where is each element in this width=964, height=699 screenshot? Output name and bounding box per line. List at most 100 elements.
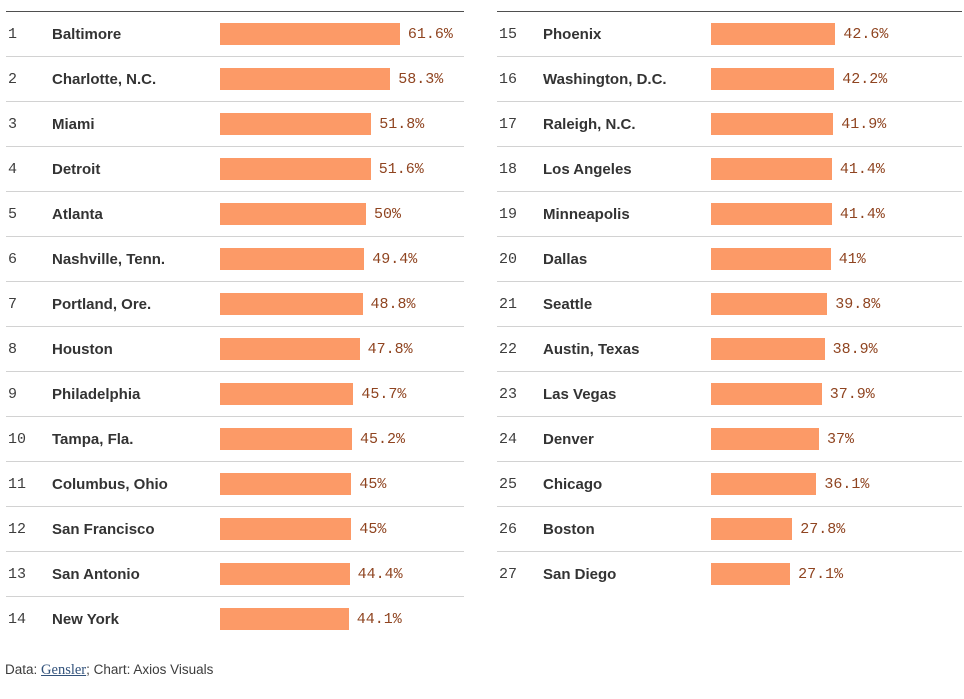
bar-area: 58.3% bbox=[220, 68, 464, 90]
city-label: San Francisco bbox=[52, 520, 155, 538]
rank-label: 3 bbox=[8, 115, 18, 133]
rank-label: 12 bbox=[8, 520, 27, 538]
city-label: Tampa, Fla. bbox=[52, 430, 134, 448]
bar-area: 27.8% bbox=[711, 518, 962, 540]
city-label: Columbus, Ohio bbox=[52, 475, 168, 493]
value-bar bbox=[711, 428, 819, 450]
table-row: 19 Minneapolis 41.4% bbox=[497, 192, 962, 237]
value-label: 27.1% bbox=[798, 565, 844, 583]
table-row: 17 Raleigh, N.C. 41.9% bbox=[497, 102, 962, 147]
city-label: Baltimore bbox=[52, 25, 122, 43]
value-label: 27.8% bbox=[800, 520, 846, 538]
city-label: Phoenix bbox=[543, 25, 602, 43]
bar-area: 48.8% bbox=[220, 293, 464, 315]
value-bar bbox=[220, 383, 354, 405]
table-row: 11 Columbus, Ohio 45% bbox=[6, 462, 464, 507]
value-label: 37% bbox=[827, 430, 855, 448]
rank-label: 21 bbox=[499, 295, 518, 313]
value-bar bbox=[711, 563, 791, 585]
city-label: Atlanta bbox=[52, 205, 103, 223]
value-label: 37.9% bbox=[829, 385, 875, 403]
table-row: 26 Boston 27.8% bbox=[497, 507, 962, 552]
table-row: 24 Denver 37% bbox=[497, 417, 962, 462]
value-bar bbox=[711, 518, 793, 540]
rank-label: 22 bbox=[499, 340, 518, 358]
table-row: 15 Phoenix 42.6% bbox=[497, 12, 962, 57]
city-label: Chicago bbox=[543, 475, 603, 493]
value-bar bbox=[711, 158, 832, 180]
table-row: 16 Washington, D.C. 42.2% bbox=[497, 57, 962, 102]
rank-label: 20 bbox=[499, 250, 518, 268]
table-row: 12 San Francisco 45% bbox=[6, 507, 464, 552]
city-label: Dallas bbox=[543, 250, 588, 268]
city-label: Charlotte, N.C. bbox=[52, 70, 157, 88]
value-label: 45% bbox=[359, 475, 387, 493]
table-row: 18 Los Angeles 41.4% bbox=[497, 147, 962, 192]
table-row: 9 Philadelphia 45.7% bbox=[6, 372, 464, 417]
city-label: Seattle bbox=[543, 295, 593, 313]
bar-area: 61.6% bbox=[220, 23, 464, 45]
value-bar bbox=[220, 428, 352, 450]
value-label: 41.4% bbox=[839, 205, 885, 223]
rank-label: 15 bbox=[499, 25, 518, 43]
rank-label: 5 bbox=[8, 205, 18, 223]
value-label: 36.1% bbox=[824, 475, 870, 493]
city-label: New York bbox=[52, 610, 119, 628]
value-bar bbox=[220, 113, 372, 135]
value-bar bbox=[220, 338, 360, 360]
rank-label: 7 bbox=[8, 295, 18, 313]
table-row: 7 Portland, Ore. 48.8% bbox=[6, 282, 464, 327]
city-label: Los Angeles bbox=[543, 160, 632, 178]
rank-label: 27 bbox=[499, 565, 518, 583]
value-bar bbox=[220, 473, 352, 495]
value-bar bbox=[220, 203, 366, 225]
value-label: 58.3% bbox=[398, 70, 444, 88]
rank-label: 6 bbox=[8, 250, 18, 268]
chart-column-2: 15 Phoenix 42.6% 16 Washington, D.C. 42.… bbox=[497, 11, 962, 596]
value-label: 42.2% bbox=[842, 70, 888, 88]
table-row: 23 Las Vegas 37.9% bbox=[497, 372, 962, 417]
bar-area: 45% bbox=[220, 518, 464, 540]
value-bar bbox=[711, 338, 825, 360]
value-label: 48.8% bbox=[370, 295, 416, 313]
value-label: 44.1% bbox=[356, 610, 402, 628]
rank-label: 2 bbox=[8, 70, 18, 88]
table-row: 3 Miami 51.8% bbox=[6, 102, 464, 147]
city-label: Washington, D.C. bbox=[543, 70, 667, 88]
value-bar bbox=[220, 518, 352, 540]
value-label: 45.2% bbox=[360, 430, 406, 448]
bar-area: 45.7% bbox=[220, 383, 464, 405]
rank-label: 10 bbox=[8, 430, 27, 448]
rank-label: 16 bbox=[499, 70, 518, 88]
value-bar bbox=[711, 293, 828, 315]
value-bar bbox=[711, 248, 831, 270]
value-label: 49.4% bbox=[372, 250, 418, 268]
city-label: Houston bbox=[52, 340, 113, 358]
bar-area: 37% bbox=[711, 428, 962, 450]
value-bar bbox=[711, 473, 817, 495]
value-bar bbox=[220, 293, 363, 315]
bar-area: 50% bbox=[220, 203, 464, 225]
table-row: 2 Charlotte, N.C. 58.3% bbox=[6, 57, 464, 102]
value-label: 47.8% bbox=[367, 340, 413, 358]
city-label: Las Vegas bbox=[543, 385, 617, 403]
value-bar bbox=[711, 23, 836, 45]
value-bar bbox=[711, 113, 834, 135]
rank-label: 11 bbox=[8, 475, 27, 493]
bar-area: 47.8% bbox=[220, 338, 464, 360]
rank-label: 1 bbox=[8, 25, 18, 43]
bar-area: 37.9% bbox=[711, 383, 962, 405]
rank-label: 23 bbox=[499, 385, 518, 403]
table-row: 27 San Diego 27.1% bbox=[497, 552, 962, 596]
rank-label: 13 bbox=[8, 565, 27, 583]
value-label: 39.8% bbox=[835, 295, 881, 313]
value-label: 41% bbox=[838, 250, 866, 268]
value-bar bbox=[711, 68, 835, 90]
table-row: 8 Houston 47.8% bbox=[6, 327, 464, 372]
rank-label: 26 bbox=[499, 520, 518, 538]
bar-area: 44.4% bbox=[220, 563, 464, 585]
value-label: 41.9% bbox=[841, 115, 887, 133]
source-link[interactable]: Gensler bbox=[41, 662, 87, 678]
city-label: Minneapolis bbox=[543, 205, 630, 223]
value-bar bbox=[220, 158, 371, 180]
